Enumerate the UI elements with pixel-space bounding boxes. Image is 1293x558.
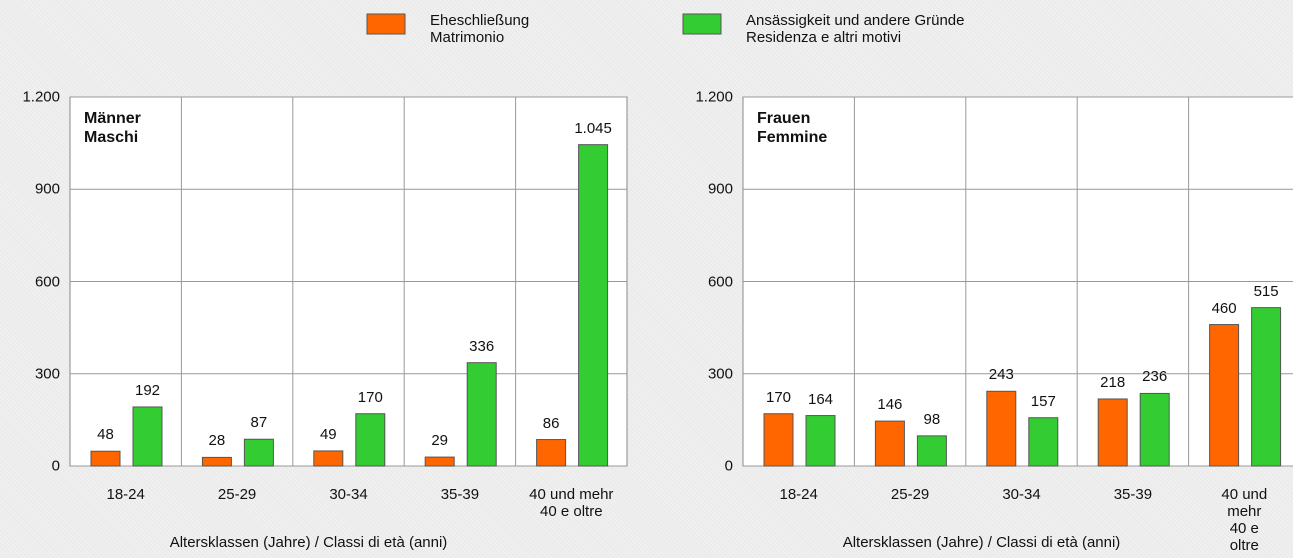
legend-swatch (682, 13, 722, 35)
bar (132, 406, 163, 467)
bar (90, 450, 121, 467)
y-tick-label: 300 (707, 365, 733, 383)
bar (201, 456, 232, 467)
bar (805, 415, 836, 467)
value-label: 98 (923, 410, 941, 428)
bar (578, 144, 609, 467)
bar (1028, 417, 1059, 467)
y-tick-label: 300 (34, 365, 60, 383)
value-label: 236 (1142, 368, 1168, 386)
x-tick-label: 25-29 (890, 486, 930, 503)
x-tick-label: 35-39 (1113, 486, 1153, 503)
x-tick-label: 18-24 (779, 486, 818, 503)
bar (424, 456, 455, 467)
value-label: 86 (542, 414, 560, 432)
legend-label: Eheschließung Matrimonio (430, 12, 530, 46)
legend-swatch (366, 13, 406, 35)
value-label: 28 (208, 432, 226, 450)
value-label: 336 (469, 337, 495, 355)
value-label: 170 (357, 388, 383, 406)
bar (1139, 392, 1170, 467)
value-label: 192 (134, 381, 161, 399)
value-label: 218 (1100, 373, 1126, 391)
bar (986, 390, 1017, 467)
bar (763, 413, 794, 467)
y-tick-label: 900 (707, 180, 733, 198)
x-axis-label: Altersklassen (Jahre) / Classi di età (a… (169, 534, 448, 551)
value-label: 157 (1030, 392, 1056, 410)
x-tick-label: 30-34 (1002, 486, 1041, 503)
x-tick-label: 25-29 (217, 486, 257, 503)
value-label: 29 (431, 432, 449, 450)
value-label: 170 (765, 388, 792, 406)
value-label: 515 (1253, 282, 1279, 300)
bar (916, 435, 947, 467)
value-label: 1.045 (574, 119, 612, 137)
x-tick-label: 40 und mehr 40 e oltre (1221, 486, 1268, 554)
y-tick-label: 600 (707, 273, 733, 290)
bar (1251, 307, 1282, 467)
bar (1097, 398, 1128, 467)
value-label: 460 (1211, 299, 1237, 317)
x-tick-label: 35-39 (440, 486, 480, 503)
y-tick-label: 0 (724, 457, 733, 475)
y-tick-label: 600 (34, 273, 60, 290)
bar (536, 439, 567, 467)
bar (355, 413, 386, 467)
y-tick-label: 900 (34, 180, 60, 198)
legend-label: Ansässigkeit und andere Gründe Residenza… (746, 12, 965, 46)
value-label: 49 (319, 425, 337, 443)
y-tick-label: 1.200 (695, 88, 733, 106)
x-axis-label: Altersklassen (Jahre) / Classi di età (a… (842, 534, 1121, 551)
bar (313, 450, 344, 467)
value-label: 48 (97, 426, 114, 444)
bar (1209, 324, 1240, 467)
value-label: 87 (250, 414, 268, 432)
value-label: 243 (988, 366, 1014, 384)
x-tick-label: 30-34 (329, 486, 368, 503)
value-label: 146 (877, 396, 903, 414)
panel-title: Männer Maschi (84, 110, 141, 146)
value-label: 164 (807, 390, 834, 408)
bar (874, 420, 905, 467)
bar (466, 362, 497, 467)
y-tick-label: 0 (51, 457, 60, 475)
x-tick-label: 18-24 (106, 486, 145, 503)
bar (243, 438, 274, 467)
x-tick-label: 40 und mehr 40 e oltre (529, 486, 614, 520)
panel-title: Frauen Femmine (757, 110, 828, 146)
y-tick-label: 1.200 (22, 88, 60, 106)
